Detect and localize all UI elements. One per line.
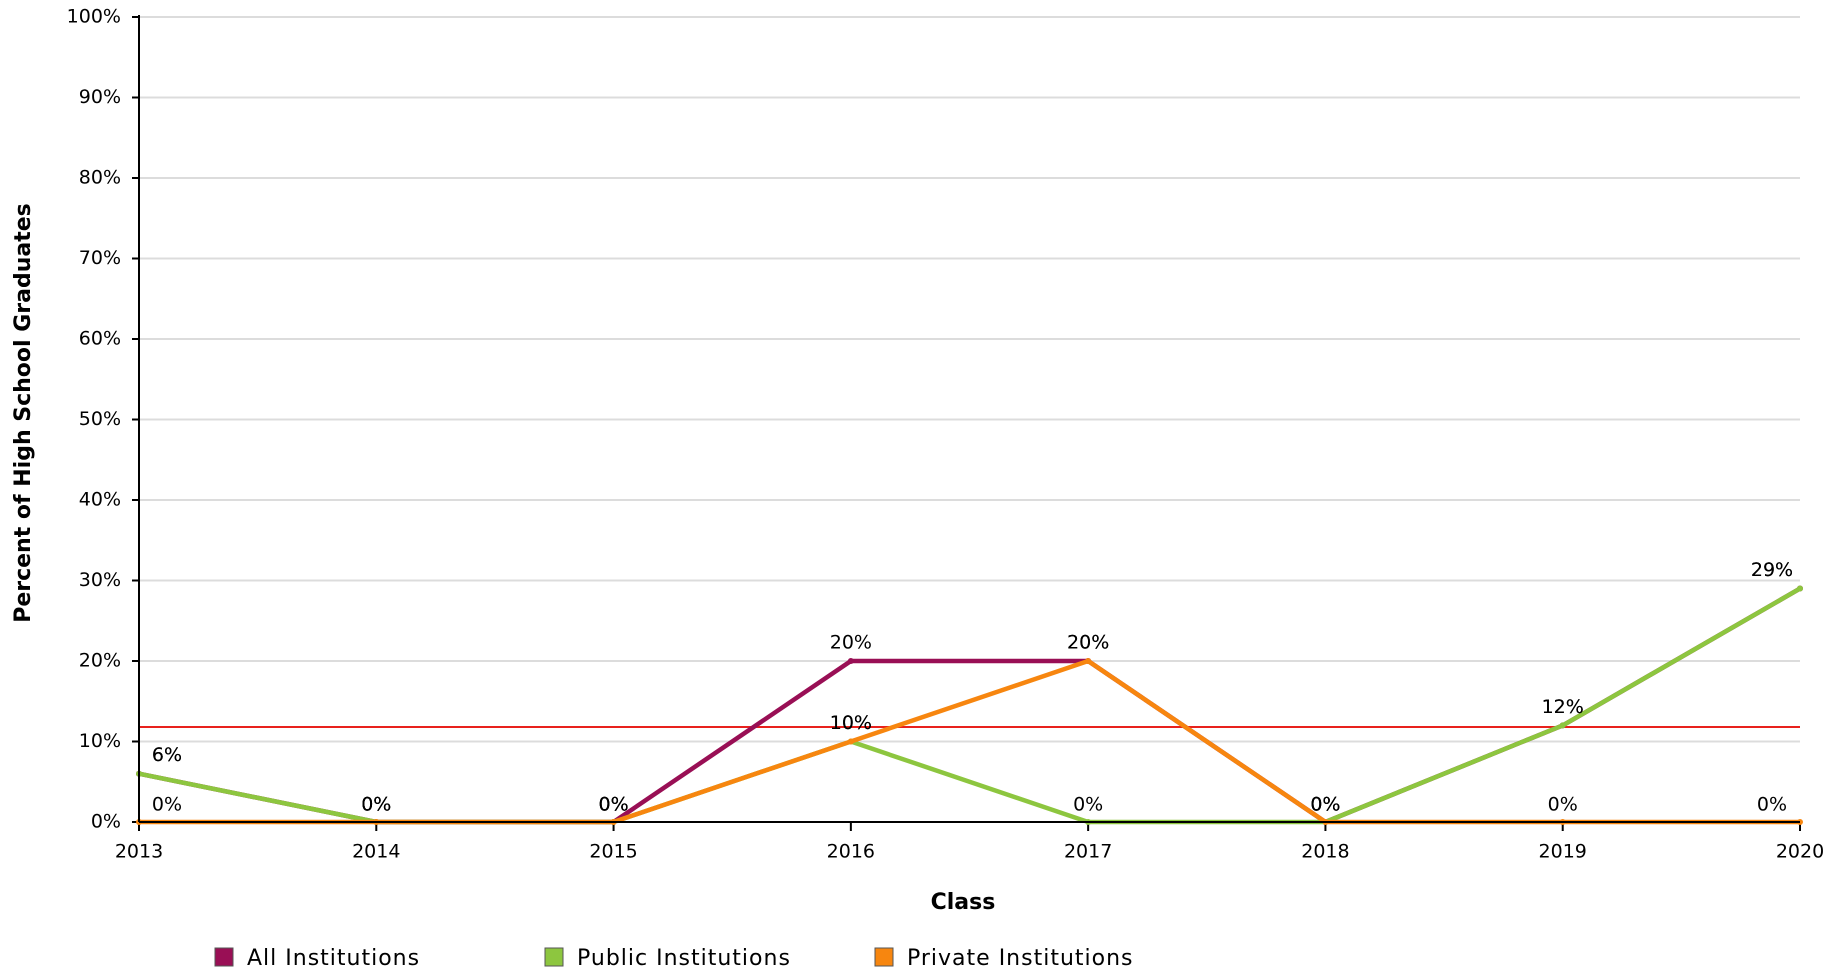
x-tick-label: 2014 (352, 841, 400, 863)
data-label: 0% (361, 794, 391, 816)
x-tick-label: 2019 (1539, 841, 1587, 863)
legend-swatch (874, 947, 894, 967)
y-tick-label: 20% (79, 650, 121, 672)
x-tick-label: 2018 (1301, 841, 1349, 863)
y-tick-label: 100% (67, 6, 121, 28)
y-tick-label: 80% (79, 167, 121, 189)
x-tick-label: 2016 (827, 841, 875, 863)
legend-label: Public Institutions (577, 946, 791, 970)
y-tick-label: 60% (79, 328, 121, 350)
data-label: 0% (598, 794, 628, 816)
data-label: 20% (1067, 632, 1109, 654)
data-label: 0% (152, 794, 182, 816)
data-label: 0% (598, 794, 628, 816)
data-label: 12% (1542, 696, 1584, 718)
legend-swatch (544, 947, 564, 967)
x-tick-label: 2017 (1064, 841, 1112, 863)
point (1085, 658, 1092, 664)
data-label: 6% (152, 744, 182, 766)
y-tick-label: 70% (79, 247, 121, 269)
legend-swatch (214, 947, 234, 967)
point (847, 738, 854, 745)
data-label: 0% (361, 794, 391, 816)
data-label: 20% (1067, 632, 1109, 654)
x-tick-label: 2020 (1776, 841, 1824, 863)
data-label: 10% (830, 712, 872, 734)
y-tick-label: 30% (79, 569, 121, 591)
data-label: 0% (1757, 794, 1787, 816)
data-label: 0% (598, 794, 628, 816)
y-tick-label: 50% (79, 408, 121, 430)
y-axis-label: Percent of High School Graduates (11, 203, 36, 623)
data-label: 29% (1751, 559, 1793, 581)
data-label: 6% (152, 744, 182, 766)
point (1797, 585, 1803, 592)
point (1559, 722, 1566, 729)
data-label: 0% (1073, 794, 1103, 816)
data-label: 0% (361, 794, 391, 816)
data-label: 10% (830, 712, 872, 734)
legend-label: Private Institutions (907, 946, 1134, 970)
data-label: 0% (1310, 794, 1340, 816)
y-tick-label: 10% (79, 730, 121, 752)
y-tick-label: 90% (79, 86, 121, 108)
data-label: 0% (1548, 794, 1578, 816)
x-axis-label: Class (931, 890, 996, 915)
y-tick-label: 40% (79, 489, 121, 511)
point (847, 658, 854, 664)
data-label: 0% (1310, 794, 1340, 816)
data-label: 29% (1751, 559, 1793, 581)
x-tick-label: 2013 (115, 841, 163, 863)
data-label: 0% (1310, 794, 1340, 816)
legend-label: All Institutions (247, 946, 420, 970)
x-tick-label: 2015 (589, 841, 637, 863)
data-label: 20% (830, 632, 872, 654)
y-tick-label: 0% (91, 811, 121, 833)
data-label: 12% (1542, 696, 1584, 718)
